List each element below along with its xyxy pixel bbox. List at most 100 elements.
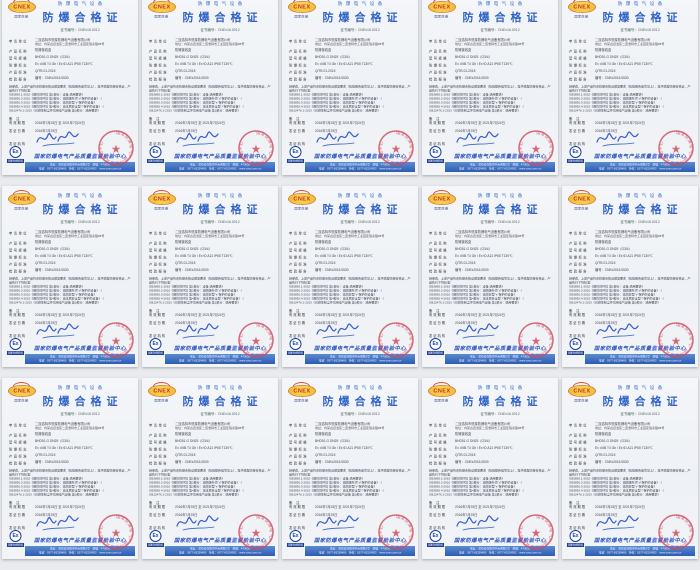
- standards-line: GB3836.1-2010《爆炸性环境 第1部分：设备 通用要求》: [429, 93, 505, 97]
- field-value: 防爆接线盒: [595, 240, 612, 245]
- cnex-logo-subtext: 国家防爆: [154, 399, 169, 403]
- applicant-address: 地址：内蒙古自治区二连浩特市工业园区恒泰路88号: [595, 43, 665, 46]
- standards-line: GB3836.3-2010《爆炸性环境 第3部分：由增安型"e"保护的设备》: [149, 485, 237, 489]
- field-label: 申请单位: [9, 40, 28, 44]
- field-value: 编号：CNEx2016.0530: [315, 268, 349, 273]
- review-intro: 经审查，上述产品符合防爆合格证颁发要求（检验报告编号见上），准予颁发防爆合格证，…: [149, 469, 271, 477]
- field-row-model: 型号规格 BHD51-G DN25（G3/4）: [149, 248, 271, 253]
- certificate-thumbnail[interactable]: CNEX 国家防爆 防爆电气设备 防爆合格证 证书编号：CNEx16.0012 …: [0, 378, 140, 570]
- review-intro: 经审查，上述产品符合防爆合格证颁发要求（检验报告编号见上），准予颁发防爆合格证，…: [149, 277, 271, 285]
- issuer-label: 发证机构: [149, 526, 166, 531]
- certificate-thumbnail[interactable]: CNEX 国家防爆 防爆电气设备 防爆合格证 证书编号：CNEx16.0012 …: [0, 186, 140, 378]
- certificate-thumbnail[interactable]: CNEX 国家防爆 防爆电气设备 防爆合格证 证书编号：CNEx16.0012 …: [420, 378, 560, 570]
- ex-badge-caption: 国家防爆检验: [567, 351, 584, 355]
- field-row-standard: 产品标准 Q/TB 01-2015: [9, 70, 131, 75]
- field-row-product: 产品名称 防爆接线盒: [149, 241, 271, 246]
- issue-date-value: 2016年7月25日: [455, 513, 478, 518]
- ex-badge-caption: 国家防爆检验: [287, 351, 304, 355]
- certificate-thumbnail[interactable]: CNEX 国家防爆 防爆电气设备 防爆合格证 证书编号：CNEx16.0012 …: [280, 0, 420, 186]
- official-stamp-icon: 国家防爆电气产品质量监督检验中心: [97, 514, 135, 551]
- phone-line: 电话：0377-63239483 传真：0377-63224952 www.cn…: [318, 551, 402, 555]
- ex-circle-mark: Ex: [569, 530, 582, 542]
- standards-line: GB3836.2-2010《爆炸性环境 第2部分：由隔爆外壳"d"保护的设备》 …: [569, 289, 662, 293]
- field-label: 防爆标志: [569, 448, 588, 452]
- header-subtitle: 防爆电气设备: [57, 385, 106, 390]
- field-label: 型号规格: [9, 249, 28, 253]
- certificate-thumbnail[interactable]: CNEX 国家防爆 防爆电气设备 防爆合格证 证书编号：CNEx16.0012 …: [140, 378, 280, 570]
- applicant-name: 二连浩特市恒泰防爆电气设备有限公司: [315, 38, 371, 43]
- certificate-header: 防爆电气设备 防爆合格证: [302, 0, 418, 25]
- certificate-thumbnail[interactable]: CNEX 国家防爆 防爆电气设备 防爆合格证 证书编号：CNEx16.0012 …: [140, 186, 280, 378]
- issuer-label: 发证机构: [569, 526, 586, 531]
- ex-mark-icon: Ex 国家防爆检验: [287, 146, 304, 163]
- issue-date-value: 2016年7月25日: [35, 513, 58, 518]
- issuer-label: 发证机构: [149, 142, 166, 147]
- field-value: 编号：CNEx2016.0530: [175, 460, 209, 465]
- validity-label: 有效期限: [9, 505, 26, 510]
- issue-date-value: 2016年7月25日: [455, 321, 478, 326]
- certificate-thumbnail[interactable]: CNEX 国家防爆 防爆电气设备 防爆合格证 证书编号：CNEx16.0012 …: [560, 186, 700, 378]
- certificate-number: 证书编号：CNEx16.0012: [60, 28, 100, 33]
- certificate-thumbnail[interactable]: CNEX 国家防爆 防爆电气设备 防爆合格证 证书编号：CNEx16.0012 …: [280, 186, 420, 378]
- certificate-header: 防爆电气设备 防爆合格证: [22, 378, 138, 409]
- review-intro: 经审查，上述产品符合防爆合格证颁发要求（检验报告编号见上），准予颁发防爆合格证，…: [289, 85, 411, 93]
- standards-line: GB12476.1-2013《可燃性粉尘环境用电气设备 第1部分：通用要求》: [9, 109, 101, 113]
- certificate-thumbnail[interactable]: CNEX 国家防爆 防爆电气设备 防爆合格证 证书编号：CNEx16.0012 …: [420, 0, 560, 186]
- field-label: 产品名称: [9, 242, 28, 246]
- field-value: Q/TB 01-2015: [595, 261, 616, 266]
- applicant-name: 二连浩特市恒泰防爆电气设备有限公司: [595, 422, 651, 427]
- field-row-applicant: 申请单位 二连浩特市恒泰防爆电气设备有限公司 地址：内蒙古自治区二连浩特市工业园…: [569, 423, 691, 431]
- certificate-number: 证书编号：CNEx16.0012: [340, 28, 380, 33]
- standards-line: GB3836.1-2010《爆炸性环境 第1部分：设备 通用要求》: [289, 477, 365, 481]
- field-row-product: 产品名称 防爆接线盒: [289, 433, 411, 438]
- certificate-thumbnail[interactable]: CNEX 国家防爆 防爆电气设备 防爆合格证 证书编号：CNEx16.0012 …: [140, 0, 280, 186]
- field-value: 二连浩特市恒泰防爆电气设备有限公司 地址：内蒙古自治区二连浩特市工业园区恒泰路8…: [315, 231, 384, 239]
- field-value: 编号：CNEx2016.0530: [35, 460, 69, 465]
- standards-line: GB3836.3-2010《爆炸性环境 第3部分：由增安型"e"保护的设备》: [429, 485, 517, 489]
- field-value: BHD51-G DN25（G3/4）: [35, 55, 72, 60]
- cnex-logo-text: CNEX: [148, 193, 176, 205]
- date-block: 有效期限 2016年7月25日 至 2021年7月24日 发证日期 2016年7…: [289, 120, 365, 136]
- certificate-title: 防爆合格证: [602, 203, 683, 216]
- field-row-standard: 产品标准 Q/TB 01-2015: [289, 262, 411, 267]
- field-label: 产品标准: [149, 455, 168, 459]
- field-row-model: 型号规格 BHD51-G DN25（G3/4）: [9, 56, 131, 61]
- ex-circle-mark: Ex: [429, 530, 442, 542]
- phone-line: 电话：0377-63239483 传真：0377-63224952 www.cn…: [178, 551, 262, 555]
- issuer-label: 发证机构: [429, 526, 446, 531]
- issue-date-label: 发证日期: [429, 129, 446, 134]
- signature-icon: [176, 515, 219, 531]
- field-label: 检验报告: [289, 270, 308, 274]
- issue-date-row: 发证日期 2016年7月25日: [9, 128, 85, 134]
- field-row-model: 型号规格 BHD51-G DN25（G3/4）: [569, 440, 691, 445]
- standards-line: GB3836.2-2010《爆炸性环境 第2部分：由隔爆外壳"d"保护的设备》 …: [9, 289, 102, 293]
- certificate-number: 证书编号：CNEx16.0012: [620, 28, 660, 33]
- certificate-thumbnail[interactable]: CNEX 国家防爆 防爆电气设备 防爆合格证 证书编号：CNEx16.0012 …: [560, 378, 700, 570]
- field-row-standard: 产品标准 Q/TB 01-2015: [149, 262, 271, 267]
- review-paragraph: 经审查，上述产品符合防爆合格证颁发要求（检验报告编号见上），准予颁发防爆合格证，…: [9, 469, 131, 497]
- ex-mark-icon: Ex 国家防爆检验: [147, 338, 164, 355]
- field-value: 防爆接线盒: [315, 432, 332, 437]
- field-label: 产品标准: [429, 71, 448, 75]
- validity-label: 有效期限: [429, 121, 446, 126]
- field-row-ex-marking: 防爆标志 Ex d ⅡB T4 Gb / Ex tD A21 IP65 T130…: [289, 447, 411, 452]
- phone-line: 电话：0377-63239483 传真：0377-63224952 www.cn…: [318, 167, 402, 171]
- certificate-thumbnail[interactable]: CNEX 国家防爆 防爆电气设备 防爆合格证 证书编号：CNEx16.0012 …: [560, 0, 700, 186]
- date-block: 有效期限 2016年7月25日 至 2021年7月24日 发证日期 2016年7…: [429, 312, 505, 328]
- field-label: 防爆标志: [429, 256, 448, 260]
- validity-value: 2016年7月25日 至 2021年7月24日: [455, 121, 505, 126]
- certificate-thumbnail[interactable]: CNEX 国家防爆 防爆电气设备 防爆合格证 证书编号：CNEx16.0012 …: [280, 378, 420, 570]
- certificate-thumbnail[interactable]: CNEX 国家防爆 防爆电气设备 防爆合格证 证书编号：CNEx16.0012 …: [0, 0, 140, 186]
- field-label: 申请单位: [569, 232, 588, 236]
- signature-icon: [596, 323, 639, 339]
- field-row-model: 型号规格 BHD51-G DN25（G3/4）: [9, 440, 131, 445]
- issuer-label: 发证机构: [569, 142, 586, 147]
- validity-row: 有效期限 2016年7月25日 至 2021年7月24日: [569, 312, 645, 318]
- issue-date-row: 发证日期 2016年7月25日: [569, 320, 645, 326]
- field-label: 防爆标志: [149, 64, 168, 68]
- validity-label: 有效期限: [9, 121, 26, 126]
- certificate-thumbnail[interactable]: CNEX 国家防爆 防爆电气设备 防爆合格证 证书编号：CNEx16.0012 …: [420, 186, 560, 378]
- field-label: 申请单位: [289, 40, 308, 44]
- standards-line: GB3836.4-2010《爆炸性环境 第4部分：由本质安全型"i"保护的设备》…: [289, 297, 384, 301]
- ex-circle-mark: Ex: [429, 338, 442, 350]
